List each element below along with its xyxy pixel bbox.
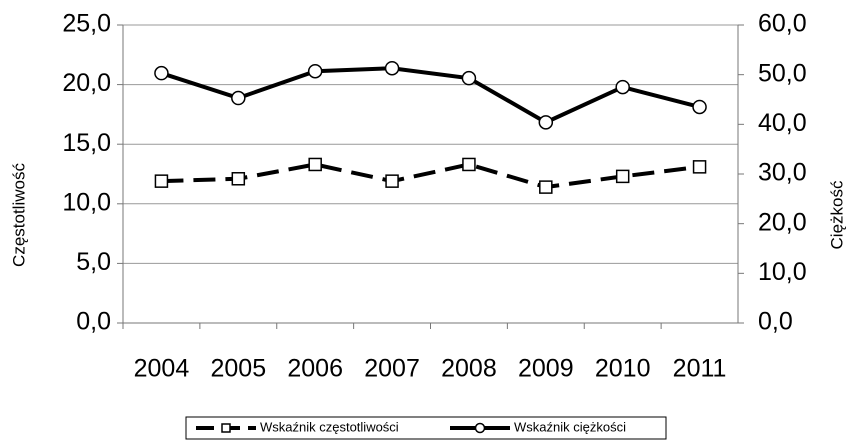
marker xyxy=(615,79,630,95)
y-tick-label: 10,0 xyxy=(62,188,111,216)
y-axis-title: Częstotliwość xyxy=(9,163,28,267)
x-tick-label: 2004 xyxy=(134,355,190,383)
marker xyxy=(692,160,707,174)
marker xyxy=(538,115,554,130)
y2-tick-label: 50,0 xyxy=(758,59,807,87)
y-tick-label: 20,0 xyxy=(62,69,111,97)
marker xyxy=(384,60,400,76)
marker xyxy=(615,169,630,184)
marker xyxy=(539,180,553,194)
legend-marker xyxy=(474,422,486,434)
y2-tick-label: 30,0 xyxy=(758,159,807,187)
marker xyxy=(307,63,323,79)
marker xyxy=(692,99,707,115)
y-tick-label: 5,0 xyxy=(76,248,111,276)
legend-box xyxy=(185,416,667,440)
x-tick-label: 2009 xyxy=(518,355,574,383)
legend-label: Wskaźnik częstotliwości xyxy=(260,419,399,434)
x-tick-label: 2006 xyxy=(287,355,343,383)
x-tick-label: 2008 xyxy=(441,355,497,383)
marker xyxy=(308,157,322,172)
series-line xyxy=(160,66,701,125)
marker xyxy=(154,174,169,188)
marker xyxy=(154,65,169,81)
y-tick-label: 25,0 xyxy=(62,10,111,38)
x-tick-label: 2010 xyxy=(595,355,651,383)
marker xyxy=(462,157,476,172)
y-tick-label: 0,0 xyxy=(76,308,111,336)
legend-marker xyxy=(221,423,231,433)
y2-tick-label: 0,0 xyxy=(758,308,793,336)
y2-axis-title: Ciężkość xyxy=(827,180,846,249)
x-tick-label: 2011 xyxy=(673,355,727,383)
marker xyxy=(385,174,399,188)
marker xyxy=(231,172,246,186)
y2-tick-label: 60,0 xyxy=(758,10,807,38)
y2-tick-label: 20,0 xyxy=(758,208,807,236)
x-tick-label: 2007 xyxy=(364,355,420,383)
legend-label: Wskaźnik ciężkości xyxy=(514,419,626,434)
y2-tick-label: 40,0 xyxy=(758,109,807,137)
y2-tick-label: 10,0 xyxy=(758,258,807,286)
series-line xyxy=(161,162,700,190)
marker xyxy=(231,90,246,106)
y-tick-label: 15,0 xyxy=(62,129,111,157)
marker xyxy=(461,70,477,86)
x-tick-label: 2005 xyxy=(211,355,267,383)
